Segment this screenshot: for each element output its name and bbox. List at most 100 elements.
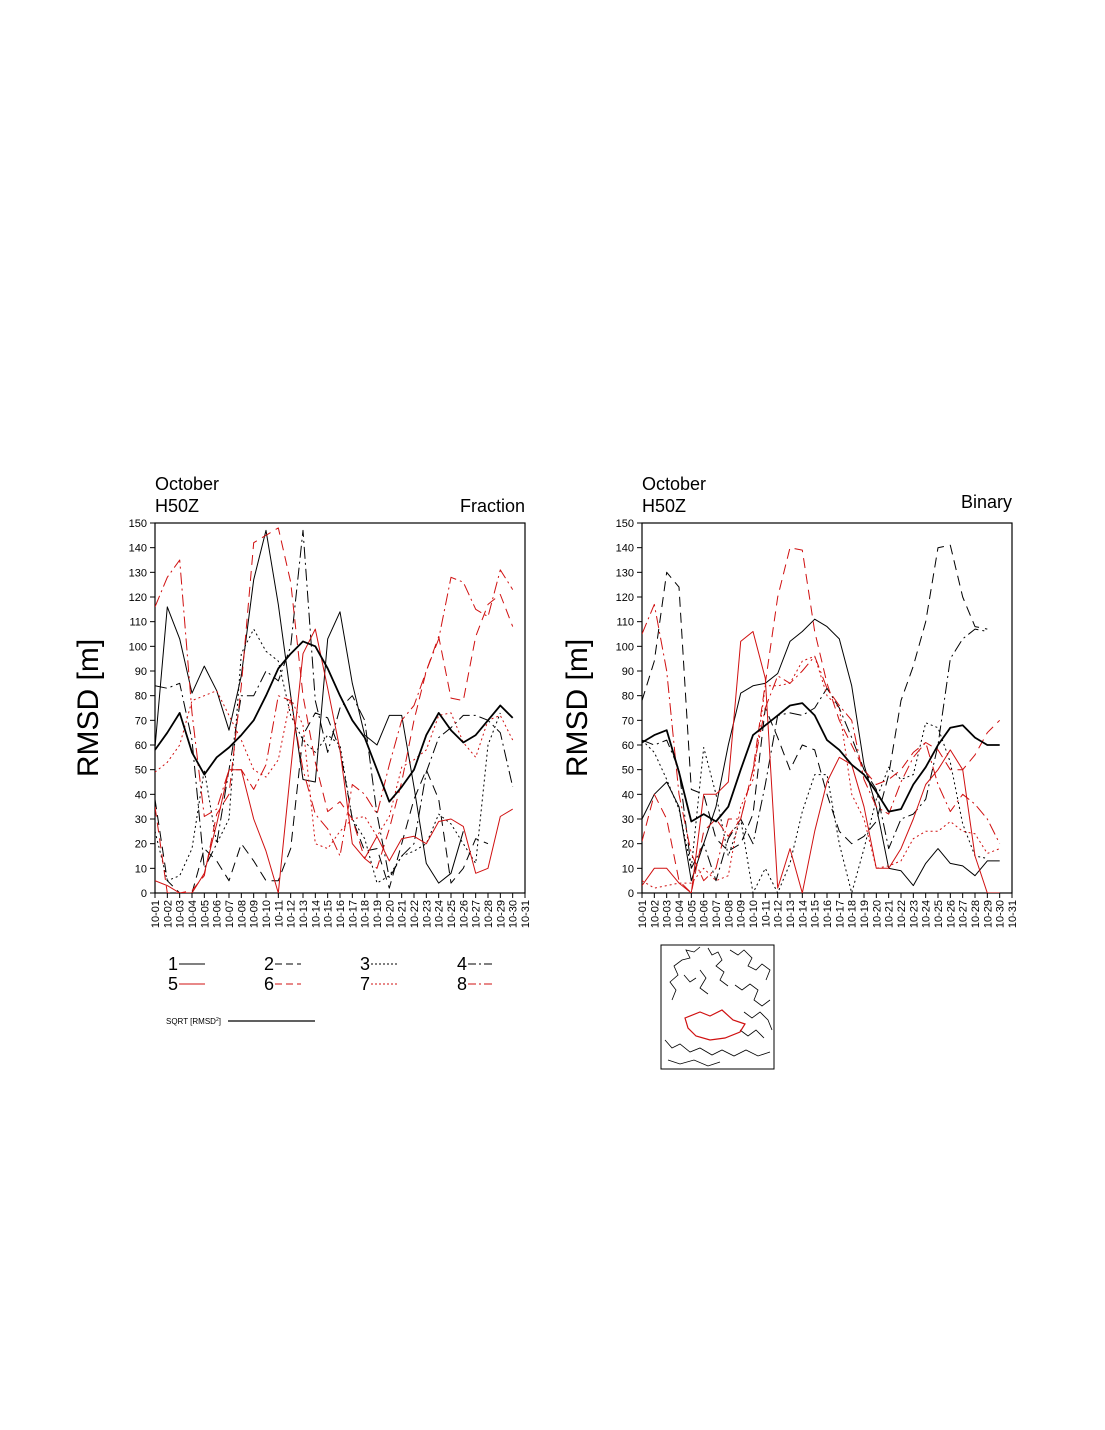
y-tick-label: 70 <box>135 715 147 727</box>
plot-frame <box>641 522 1013 894</box>
y-axis-label: RMSD [m] <box>561 639 594 777</box>
series-line-2 <box>155 712 489 893</box>
y-tick-label: 20 <box>135 839 147 851</box>
legend: 1 2 3 4 5 6 7 8 <box>168 954 494 994</box>
x-tick-label: 10-25 <box>933 900 945 928</box>
x-tick-label: 10-21 <box>397 900 409 928</box>
x-tick-label: 10-18 <box>847 900 859 928</box>
y-tick-label: 60 <box>135 740 147 752</box>
x-tick-label: 10-17 <box>834 900 846 928</box>
series-line-8 <box>155 559 514 857</box>
x-tick-label: 10-14 <box>797 900 809 928</box>
series-line-6 <box>155 527 514 893</box>
x-tick-label: 10-20 <box>871 900 883 928</box>
y-tick-label: 120 <box>616 592 634 604</box>
y-tick-label: 80 <box>135 691 147 703</box>
legend-sqrt: SQRT [RMSD2] <box>166 1017 315 1026</box>
x-tick-label: 10-07 <box>711 900 723 928</box>
panel-title-variable: H50Z <box>155 496 199 516</box>
y-tick-label: 90 <box>135 666 147 678</box>
x-tick-label: 10-22 <box>409 900 421 928</box>
region-outline <box>684 1009 746 1041</box>
x-tick-label: 10-17 <box>347 900 359 928</box>
series-line-3 <box>642 722 988 893</box>
x-tick-label: 10-29 <box>495 900 507 928</box>
x-tick-label: 10-24 <box>921 900 933 928</box>
series-line-1 <box>642 618 1000 887</box>
legend-label-1: 1 <box>168 954 178 974</box>
x-tick-label: 10-02 <box>649 900 661 928</box>
y-tick-label: 100 <box>616 641 634 653</box>
series-line-3 <box>155 628 501 884</box>
panel-title-month: October <box>642 474 706 494</box>
x-tick-label: 10-01 <box>150 900 162 928</box>
y-tick-label: 130 <box>616 567 634 579</box>
legend-label-5: 5 <box>168 974 178 994</box>
x-tick-label: 10-15 <box>323 900 335 928</box>
x-tick-label: 10-30 <box>995 900 1007 928</box>
x-tick-label: 10-04 <box>674 900 686 928</box>
legend-label-8: 8 <box>457 974 467 994</box>
y-tick-label: 90 <box>622 666 634 678</box>
y-tick-label: 10 <box>135 863 147 875</box>
x-tick-label: 10-25 <box>446 900 458 928</box>
y-axis-label: RMSD [m] <box>72 639 105 777</box>
x-tick-label: 10-15 <box>810 900 822 928</box>
y-tick-label: 150 <box>129 518 147 530</box>
x-tick-label: 10-04 <box>187 900 199 928</box>
y-tick-label: 0 <box>141 888 147 900</box>
x-tick-label: 10-12 <box>773 900 785 928</box>
x-tick-label: 10-13 <box>298 900 310 928</box>
y-tick-label: 110 <box>616 617 634 629</box>
x-tick-label: 10-05 <box>199 900 211 928</box>
y-tick-label: 0 <box>628 888 634 900</box>
series-line-5 <box>642 631 1000 893</box>
series-line-5 <box>155 628 513 893</box>
panel-title-month: October <box>155 474 219 494</box>
x-tick-label: 10-30 <box>508 900 520 928</box>
chart-panel-fraction: October H50Z Fraction RMSD [m] 0 10 20 30 40… <box>72 474 532 928</box>
region-map-icon <box>660 944 775 1070</box>
x-tick-label: 10-18 <box>360 900 372 928</box>
x-tick-label: 10-28 <box>483 900 495 928</box>
plot-area: 0 10 20 30 40 50 60 70 80 90 100 110 120 130 140 150 10-… <box>616 518 1019 928</box>
y-tick-label: 30 <box>622 814 634 826</box>
y-tick-label: 100 <box>129 641 147 653</box>
panel-title-variable: H50Z <box>642 496 686 516</box>
x-tick-label: 10-11 <box>273 900 285 927</box>
series-line-sqrt-rmsd <box>155 640 514 803</box>
x-tick-label: 10-21 <box>884 900 896 928</box>
y-tick-label: 50 <box>135 765 147 777</box>
series-line-sqrt-rmsd <box>642 702 1000 823</box>
x-tick-label: 10-10 <box>748 900 760 928</box>
x-tick-label: 10-16 <box>335 900 347 928</box>
x-tick-label: 10-27 <box>958 900 970 928</box>
x-tick-label: 10-09 <box>249 900 261 928</box>
series-line-8 <box>642 603 1001 882</box>
series-line-4 <box>155 529 514 879</box>
x-tick-label: 10-23 <box>908 900 920 928</box>
x-tick-label: 10-31 <box>1007 900 1019 928</box>
y-tick-label: 20 <box>622 839 634 851</box>
x-tick-label: 10-03 <box>175 900 187 928</box>
x-tick-label: 10-01 <box>637 900 649 928</box>
series-line-6 <box>642 547 1001 893</box>
x-tick-label: 10-09 <box>736 900 748 928</box>
y-tick-label: 30 <box>135 814 147 826</box>
x-tick-label: 10-22 <box>896 900 908 928</box>
chart-panel-binary: October H50Z Binary RMSD [m] 0 10 20 30 40 50… <box>561 474 1019 928</box>
x-tick-label: 10-29 <box>982 900 994 928</box>
y-tick-label: 40 <box>135 789 147 801</box>
y-tick-label: 140 <box>129 543 147 555</box>
y-tick-label: 110 <box>129 617 147 629</box>
panel-title-method: Binary <box>961 492 1012 512</box>
y-tick-label: 140 <box>616 543 634 555</box>
x-tick-label: 10-07 <box>224 900 236 928</box>
plot-area: 0 10 20 30 40 50 60 70 80 90 100 110 120 130 140 150 10-… <box>129 518 532 928</box>
x-tick-label: 10-16 <box>822 900 834 928</box>
y-tick-label: 10 <box>622 863 634 875</box>
x-tick-label: 10-20 <box>384 900 396 928</box>
x-tick-label: 10-28 <box>970 900 982 928</box>
x-tick-label: 10-23 <box>421 900 433 928</box>
